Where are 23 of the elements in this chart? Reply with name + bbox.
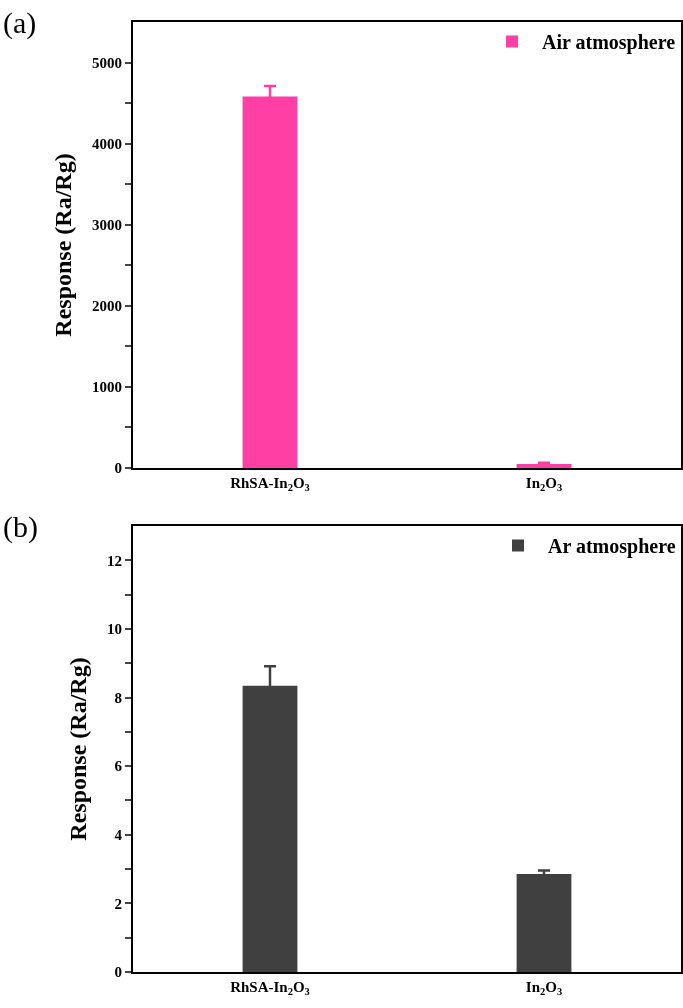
x-tick-label: In$_{2}$O$_{3}$ <box>525 979 563 998</box>
legend-label: Ar atmosphere <box>548 535 676 559</box>
y-tick-label: 12 <box>107 552 122 569</box>
text: (b) <box>3 510 38 544</box>
x-tick-label: In$_{2}$O$_{3}$ <box>525 475 563 494</box>
y-tick-label: 10 <box>107 621 122 638</box>
y-tick-label: 0 <box>114 964 122 981</box>
y-tick-label: 4 <box>114 827 123 844</box>
legend-label: Air atmosphere <box>542 31 676 55</box>
y-axis-title: Response (Ra/Rg) <box>49 153 76 337</box>
y-tick-label: 2000 <box>92 298 122 315</box>
y-tick-label: 0 <box>114 460 122 477</box>
y-tick-label: 8 <box>114 689 122 706</box>
y-tick-label: 6 <box>114 758 123 775</box>
y-tick-label: 1000 <box>92 379 122 396</box>
y-tick-label: 4000 <box>92 135 122 152</box>
x-tick-label: RhSA-In$_{2}$O$_{3}$ <box>230 979 310 998</box>
text: (a) <box>3 6 37 40</box>
y-axis-title: Response (Ra/Rg) <box>64 657 91 841</box>
y-tick-label: 2 <box>114 895 122 912</box>
x-tick-label: RhSA-In$_{2}$O$_{3}$ <box>230 475 310 494</box>
y-tick-label: 5000 <box>92 54 122 71</box>
y-tick-label: 3000 <box>92 216 122 233</box>
